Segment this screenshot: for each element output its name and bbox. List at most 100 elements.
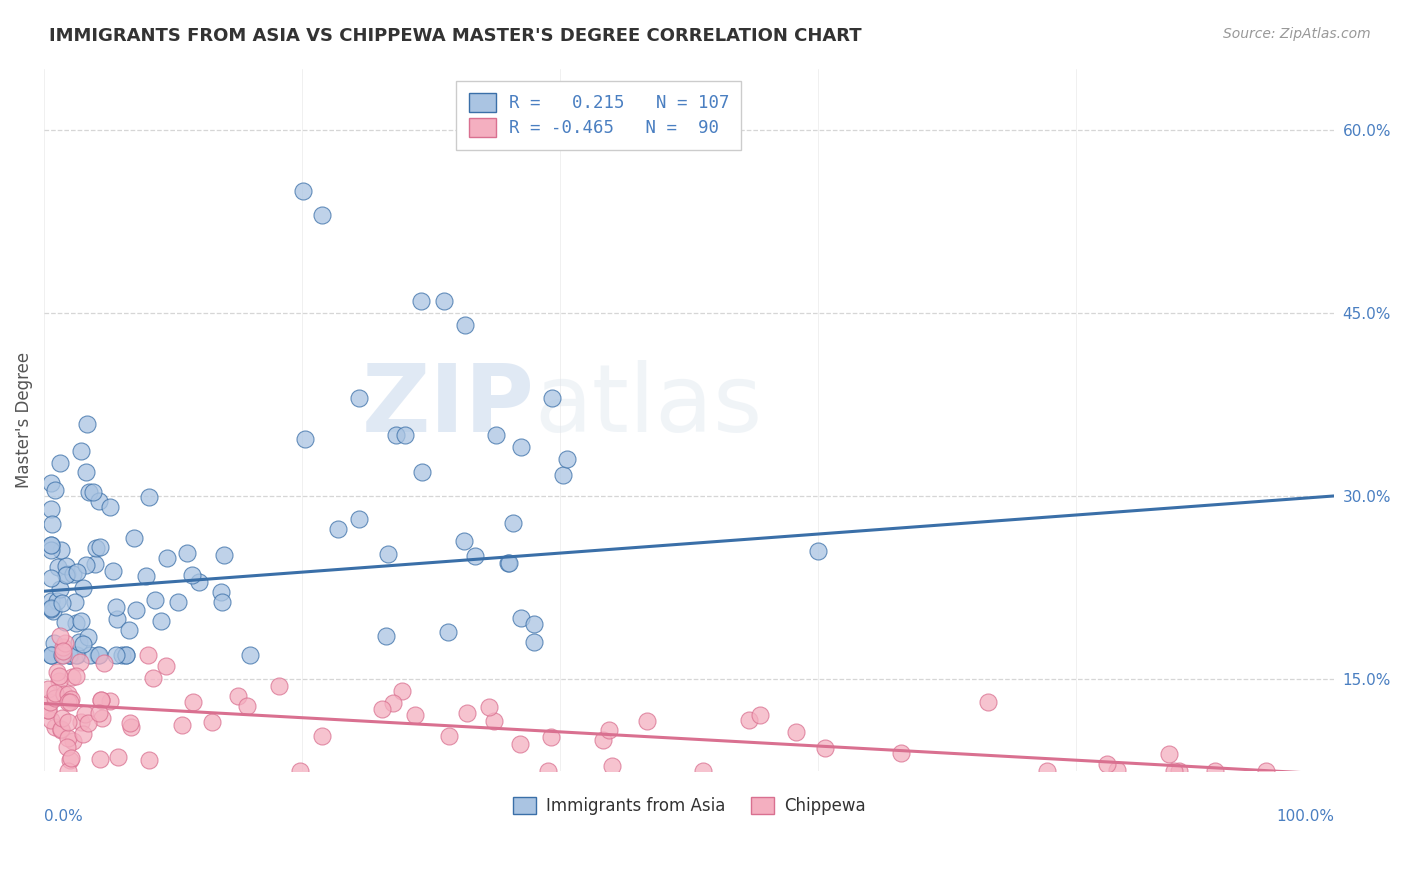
Legend: Immigrants from Asia, Chippewa: Immigrants from Asia, Chippewa xyxy=(506,790,872,822)
Point xyxy=(59,751,82,765)
Point xyxy=(38,695,60,709)
Point xyxy=(37,682,59,697)
Point xyxy=(181,567,204,582)
Point xyxy=(890,746,912,760)
Point xyxy=(311,208,333,222)
Text: 0.0%: 0.0% xyxy=(44,809,83,824)
Point xyxy=(65,615,87,630)
Point xyxy=(807,544,830,558)
Point xyxy=(374,629,396,643)
Point xyxy=(41,516,63,531)
Point xyxy=(39,543,62,558)
Point xyxy=(56,687,79,701)
Point xyxy=(39,538,62,552)
Point xyxy=(977,696,1000,710)
Point xyxy=(67,635,90,649)
Point xyxy=(51,711,73,725)
Point xyxy=(89,540,111,554)
Point xyxy=(212,548,235,562)
Point xyxy=(149,614,172,628)
Point xyxy=(138,753,160,767)
Point xyxy=(45,665,67,679)
Point xyxy=(69,615,91,629)
Point xyxy=(122,531,145,545)
Point xyxy=(41,648,63,662)
Point xyxy=(65,669,87,683)
Point xyxy=(46,594,69,608)
Point xyxy=(510,611,533,625)
Point xyxy=(65,648,87,662)
Point xyxy=(371,702,394,716)
Point xyxy=(79,648,101,662)
Point xyxy=(59,692,82,706)
Point xyxy=(394,428,416,442)
Point xyxy=(51,596,73,610)
Point xyxy=(636,714,658,728)
Point xyxy=(117,623,139,637)
Point xyxy=(540,730,562,744)
Point xyxy=(77,485,100,500)
Point xyxy=(453,534,475,549)
Point xyxy=(56,740,79,755)
Point xyxy=(456,706,478,721)
Point xyxy=(105,612,128,626)
Point xyxy=(433,293,456,308)
Point xyxy=(48,629,70,643)
Point xyxy=(555,452,578,467)
Point xyxy=(66,648,89,662)
Point xyxy=(72,727,94,741)
Point xyxy=(738,713,761,727)
Point xyxy=(167,595,190,609)
Point xyxy=(181,695,204,709)
Point xyxy=(1036,764,1059,778)
Point xyxy=(115,648,138,662)
Point xyxy=(172,717,194,731)
Point xyxy=(39,713,62,727)
Point xyxy=(98,694,121,708)
Point xyxy=(46,560,69,574)
Point xyxy=(60,671,83,685)
Point xyxy=(39,600,62,615)
Point xyxy=(41,604,63,618)
Point xyxy=(454,318,477,332)
Point xyxy=(291,184,314,198)
Point xyxy=(269,679,291,693)
Point xyxy=(51,723,73,738)
Point xyxy=(90,693,112,707)
Point xyxy=(496,556,519,570)
Point xyxy=(56,695,79,709)
Point xyxy=(59,648,82,662)
Point xyxy=(69,655,91,669)
Point xyxy=(105,599,128,614)
Point xyxy=(211,595,233,609)
Point xyxy=(201,715,224,730)
Point xyxy=(111,648,134,662)
Point xyxy=(391,684,413,698)
Point xyxy=(592,733,614,747)
Point xyxy=(311,729,333,743)
Point xyxy=(59,648,82,662)
Point xyxy=(1204,764,1226,778)
Point xyxy=(477,700,499,714)
Point xyxy=(75,465,97,479)
Point xyxy=(115,648,138,662)
Point xyxy=(48,673,70,688)
Point xyxy=(62,567,84,582)
Point xyxy=(49,542,72,557)
Point xyxy=(52,644,75,658)
Point xyxy=(56,566,79,581)
Point xyxy=(156,551,179,566)
Point xyxy=(510,440,533,454)
Point xyxy=(118,716,141,731)
Point xyxy=(347,391,370,405)
Point xyxy=(1254,764,1277,778)
Point xyxy=(411,293,433,308)
Point xyxy=(72,582,94,596)
Point xyxy=(39,538,62,552)
Point xyxy=(411,465,433,479)
Point xyxy=(1095,757,1118,772)
Point xyxy=(87,706,110,720)
Point xyxy=(58,648,80,662)
Point xyxy=(464,549,486,563)
Point xyxy=(328,522,350,536)
